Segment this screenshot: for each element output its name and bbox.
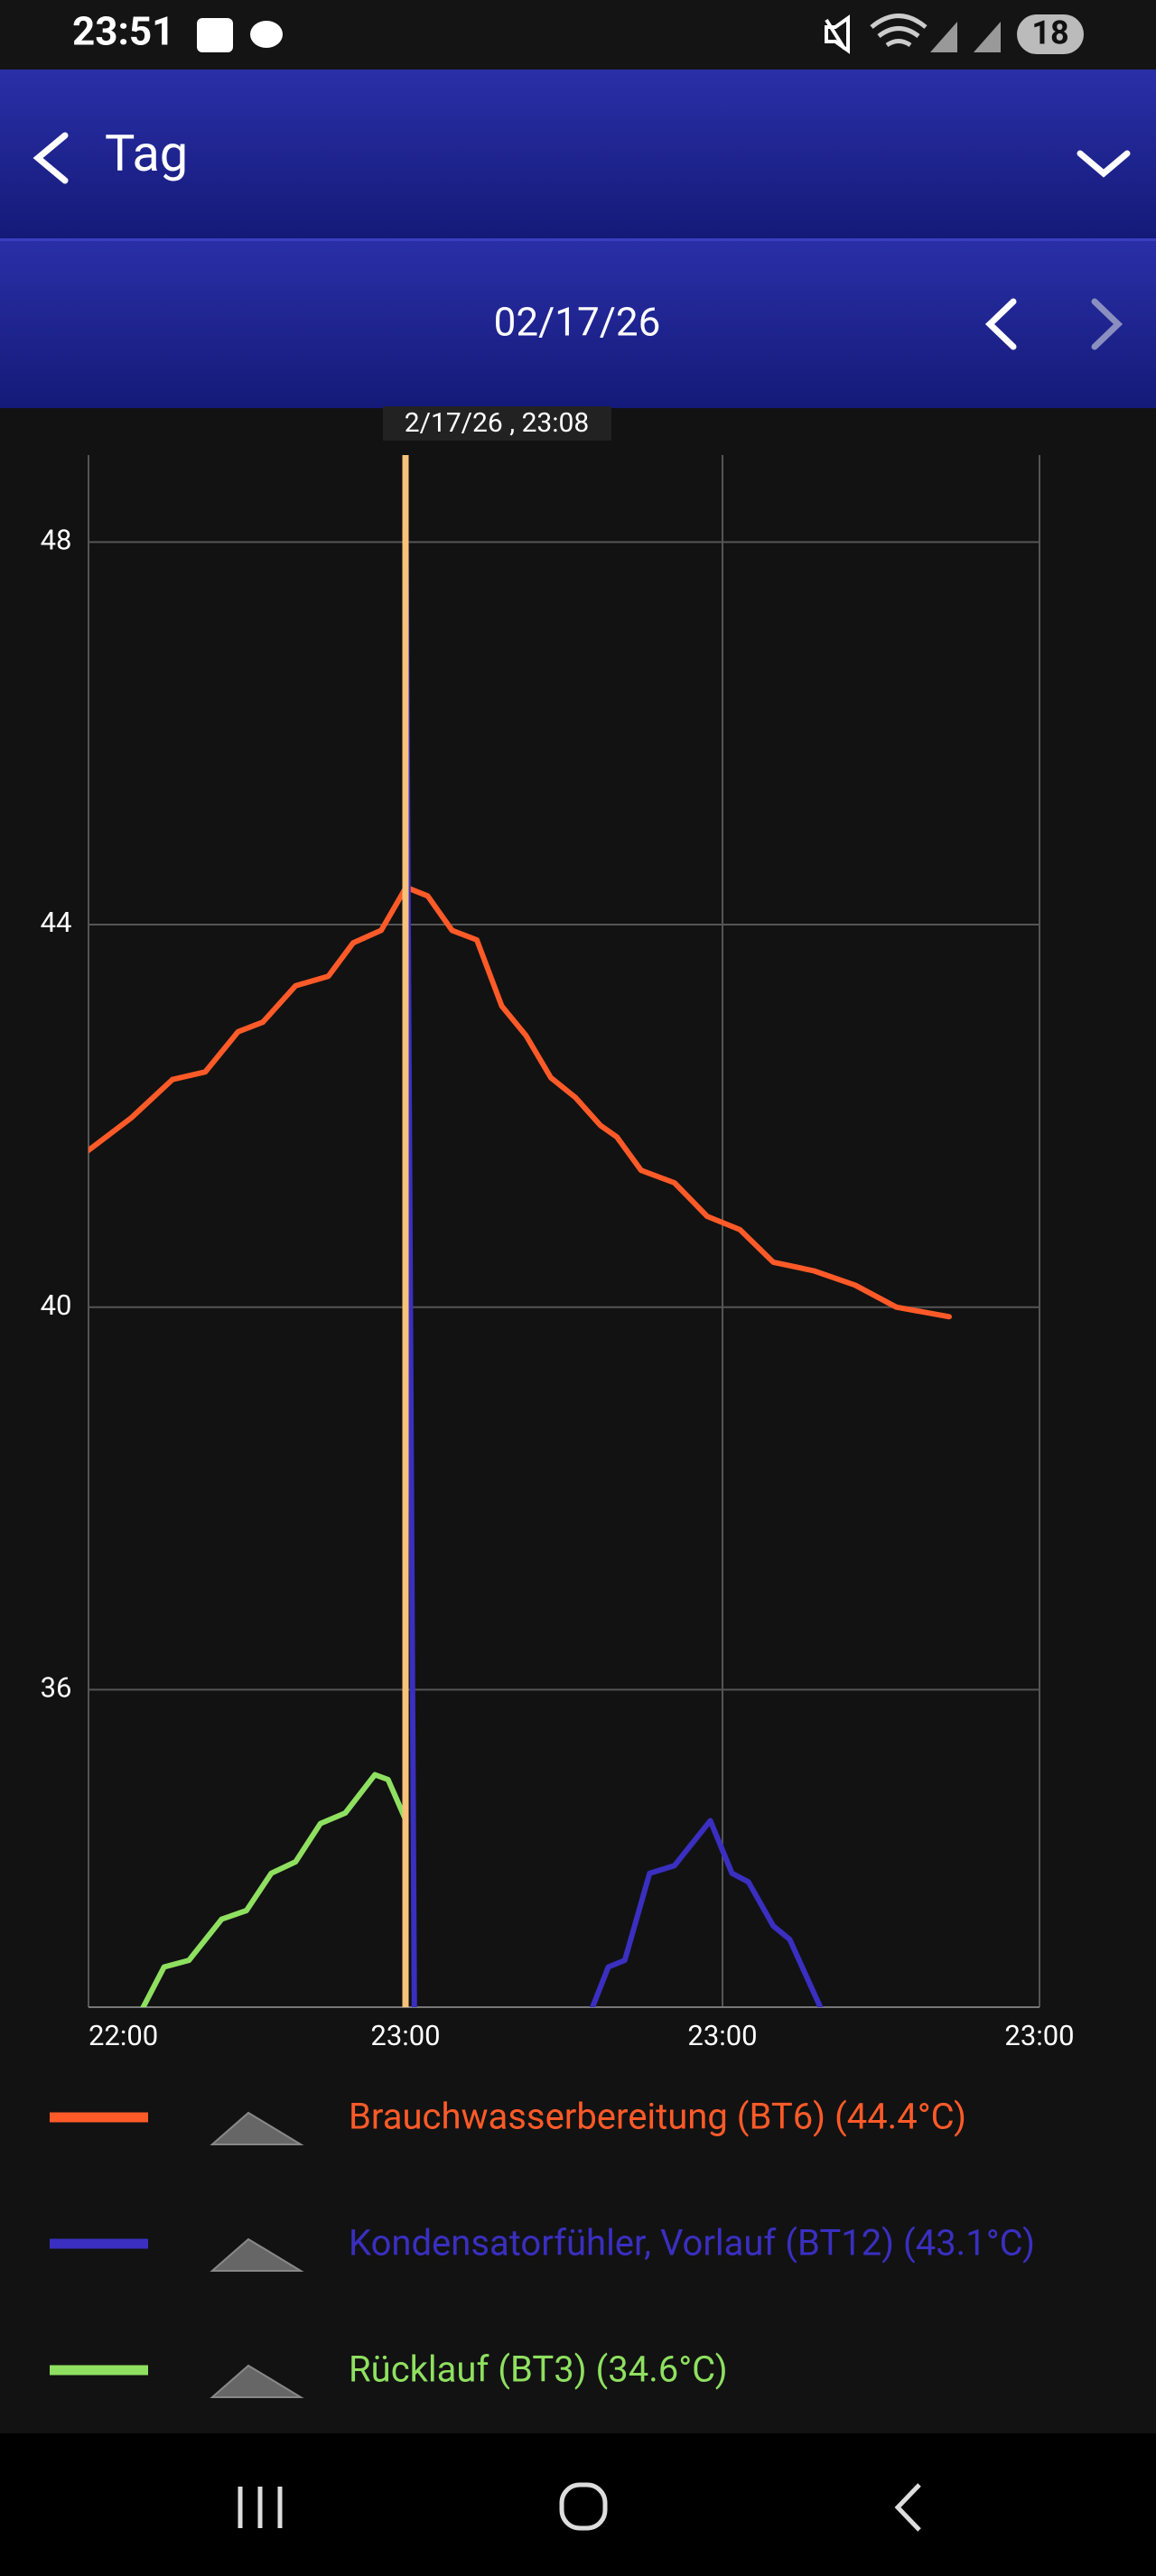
- dropdown-button[interactable]: [1077, 150, 1131, 178]
- battery-level: 18: [1031, 14, 1068, 52]
- date-bar: [0, 238, 1156, 408]
- legend-icon: [210, 2364, 304, 2398]
- signal-icon: [930, 22, 1001, 52]
- mute-icon: [825, 14, 850, 54]
- x-tick-label: 22:00: [89, 2019, 158, 2052]
- x-tick-label: 23:00: [1004, 2019, 1074, 2052]
- home-button[interactable]: [559, 2482, 608, 2531]
- legend-label: Kondensatorfühler, Vorlauf (BT12) (43.1°…: [349, 2222, 1035, 2264]
- legend: Brauchwasserbereitung (BT6) (44.4°C) Kond…: [50, 2096, 1035, 2398]
- y-tick-label: 48: [41, 524, 72, 557]
- status-icon: [250, 21, 283, 48]
- chart: 36 40 44 48 22:00 23:00 23:00 23:00 2/17/26 , 23…: [41, 406, 1075, 2052]
- wifi-icon: [870, 14, 928, 48]
- next-day-button[interactable]: [1091, 298, 1123, 350]
- series-line: [89, 884, 952, 1320]
- legend-label: Rücklauf (BT3) (34.6°C): [349, 2348, 728, 2391]
- x-tick-label: 23:00: [370, 2019, 440, 2052]
- status-icon: [197, 18, 233, 52]
- battery: [1017, 14, 1084, 54]
- nav-bar: [0, 2433, 1156, 2576]
- x-tick-label: 23:00: [687, 2019, 757, 2052]
- series-line: [140, 1772, 409, 2007]
- cursor-label-box: [383, 406, 611, 441]
- legend-label: Brauchwasserbereitung (BT6) (44.4°C): [349, 2096, 966, 2138]
- prev-day-button[interactable]: [984, 298, 1017, 350]
- legend-icon: [210, 2237, 304, 2272]
- cursor-label: 2/17/26 , 23:08: [405, 407, 590, 439]
- status-bar: [0, 0, 1156, 70]
- status-time: 23:51: [72, 8, 174, 55]
- divider: [0, 238, 1156, 241]
- y-tick-label: 44: [41, 906, 72, 939]
- y-tick-label: 36: [41, 1671, 72, 1705]
- header: [0, 70, 1156, 238]
- y-tick-label: 40: [41, 1288, 72, 1322]
- recents-button[interactable]: [238, 2487, 283, 2528]
- back-button[interactable]: [33, 132, 69, 184]
- back-nav-button[interactable]: [894, 2483, 921, 2532]
- date-label: 02/17/26: [494, 299, 661, 346]
- header-title: Tag: [105, 124, 188, 183]
- legend-icon: [210, 2111, 304, 2145]
